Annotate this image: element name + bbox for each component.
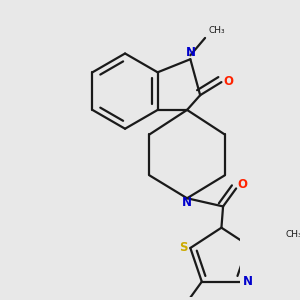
Text: O: O bbox=[224, 75, 234, 88]
Text: N: N bbox=[186, 46, 196, 59]
Text: CH₃: CH₃ bbox=[208, 26, 225, 35]
Text: CH₃: CH₃ bbox=[285, 230, 300, 239]
Text: N: N bbox=[243, 274, 253, 287]
Text: N: N bbox=[182, 196, 191, 209]
Text: O: O bbox=[237, 178, 247, 191]
Text: S: S bbox=[179, 241, 188, 254]
